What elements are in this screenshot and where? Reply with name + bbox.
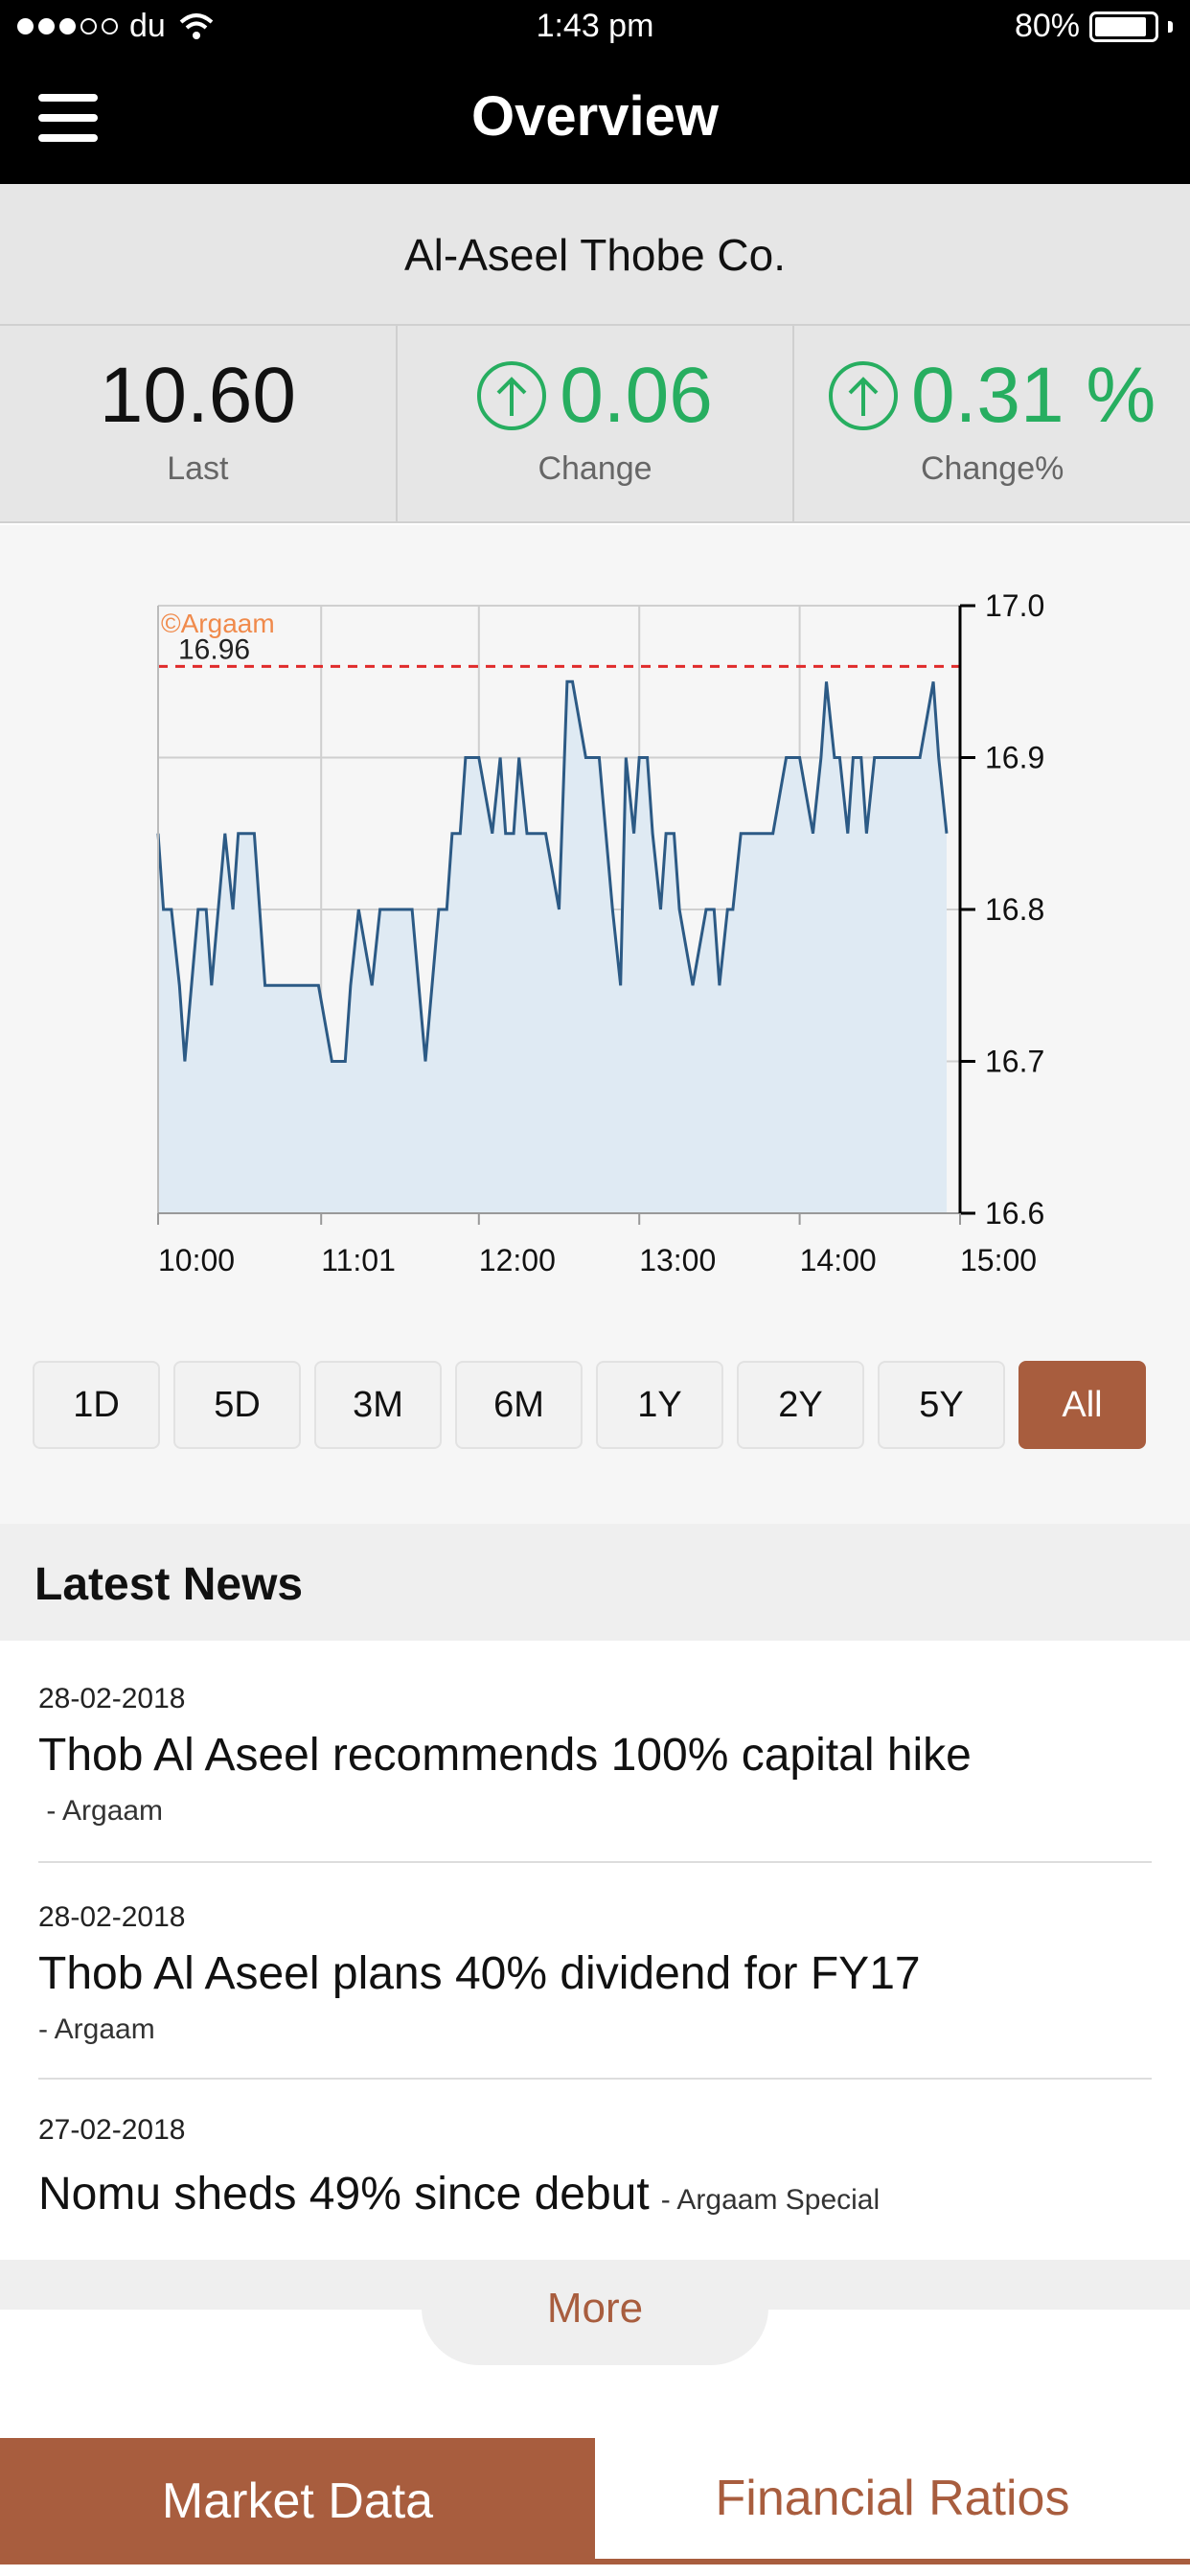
- news-source: - Argaam Special: [660, 2184, 881, 2216]
- page-title: Overview: [471, 85, 719, 148]
- status-left: du: [17, 8, 216, 45]
- x-tick-label: 11:01: [321, 1243, 396, 1277]
- more-button[interactable]: More: [422, 2260, 768, 2365]
- stat-last: 10.60 Last: [0, 326, 398, 521]
- x-tick-label: 14:00: [800, 1243, 877, 1277]
- arrow-up-icon: [477, 361, 547, 430]
- status-right: 80%: [1015, 8, 1173, 45]
- x-tick-label: 13:00: [639, 1243, 716, 1277]
- last-label: Last: [167, 450, 229, 487]
- news-headline[interactable]: Thob Al Aseel recommends 100% capital hi…: [38, 1730, 972, 1781]
- range-button-1y[interactable]: 1Y: [596, 1361, 723, 1449]
- change-label: Change: [538, 450, 652, 487]
- stat-change: 0.06 Change: [398, 326, 795, 521]
- y-tick-label: 16.6: [985, 1196, 1044, 1230]
- x-tick-label: 12:00: [479, 1243, 556, 1277]
- news-date: 27-02-2018: [38, 2114, 186, 2146]
- hamburger-menu-icon[interactable]: [38, 94, 98, 148]
- news-headline-row: Nomu sheds 49% since debut - Argaam Speci…: [38, 2168, 1152, 2220]
- status-bar: du 1:43 pm 80%: [0, 0, 1190, 58]
- change-percent-value: 0.31 %: [911, 352, 1156, 439]
- last-value: 10.60: [99, 352, 296, 439]
- range-button-all[interactable]: All: [1018, 1361, 1146, 1449]
- news-header: Latest News: [0, 1524, 1190, 1641]
- news-date: 28-02-2018: [38, 1901, 186, 1933]
- range-button-6m[interactable]: 6M: [455, 1361, 583, 1449]
- range-button-5y[interactable]: 5Y: [878, 1361, 1005, 1449]
- news-item[interactable]: 28-02-2018 Thob Al Aseel recommends 100%…: [38, 1641, 1152, 1863]
- nav-bar: Overview: [0, 58, 1190, 184]
- change-percent-label: Change%: [921, 450, 1064, 487]
- range-button-5d[interactable]: 5D: [173, 1361, 301, 1449]
- news-headline[interactable]: Thob Al Aseel plans 40% dividend for FY1…: [38, 1948, 921, 1999]
- y-tick-label: 16.7: [985, 1045, 1044, 1079]
- signal-strength-icon: [17, 18, 118, 34]
- reference-line-label: 16.96: [178, 633, 250, 665]
- y-tick-label: 16.8: [985, 892, 1044, 927]
- battery-icon: [1089, 11, 1158, 42]
- chart-watermark: ©Argaam: [161, 609, 275, 638]
- news-item[interactable]: 27-02-2018 Nomu sheds 49% since debut - A…: [38, 2080, 1152, 2260]
- range-button-3m[interactable]: 3M: [314, 1361, 442, 1449]
- news-item[interactable]: 28-02-2018 Thob Al Aseel plans 40% divid…: [38, 1863, 1152, 2080]
- range-button-2y[interactable]: 2Y: [737, 1361, 864, 1449]
- news-source: - Argaam: [38, 2013, 155, 2045]
- news-source: - Argaam: [38, 1795, 164, 1827]
- wifi-icon: [179, 12, 214, 39]
- range-button-1d[interactable]: 1D: [33, 1361, 160, 1449]
- news-date: 28-02-2018: [38, 1683, 186, 1714]
- stats-row: 10.60 Last 0.06 Change 0.31 % Change%: [0, 326, 1190, 523]
- battery-tip: [1168, 20, 1173, 33]
- news-section-title: Latest News: [34, 1559, 304, 1610]
- y-tick-label: 16.9: [985, 741, 1044, 775]
- status-time: 1:43 pm: [536, 8, 654, 44]
- chart-area-fill: [158, 681, 948, 1213]
- chart-section: 16.96 ©Argaam 17.0 16.9 16.8 16.7 16.6 10:00 11:…: [0, 525, 1190, 1524]
- arrow-up-icon: [829, 361, 899, 430]
- battery-percent: 80%: [1014, 8, 1080, 44]
- news-headline[interactable]: Nomu sheds 49% since debut: [38, 2169, 650, 2220]
- company-name: Al-Aseel Thobe Co.: [0, 184, 1190, 326]
- change-value: 0.06: [560, 352, 713, 439]
- stat-change-percent: 0.31 % Change%: [794, 326, 1190, 521]
- chart-series-line: [156, 679, 949, 1063]
- news-list: 28-02-2018 Thob Al Aseel recommends 100%…: [0, 1641, 1190, 2260]
- y-tick-label: 17.0: [985, 588, 1044, 623]
- range-selector: 1D 5D 3M 6M 1Y 2Y 5Y All: [33, 1361, 1146, 1449]
- change-percent-row: 0.31 %: [794, 353, 1190, 439]
- tab-market-data[interactable]: Market Data: [0, 2438, 595, 2564]
- tab-financial-ratios[interactable]: Financial Ratios: [595, 2438, 1190, 2564]
- carrier-label: du: [129, 8, 166, 44]
- x-tick-label: 15:00: [960, 1243, 1037, 1277]
- price-chart[interactable]: 16.96©Argaam 17.0 16.9 16.8 16.7 16.6 10:00 11:…: [0, 525, 1190, 1330]
- change-value-row: 0.06: [398, 353, 793, 439]
- bottom-tabs: Market Data Financial Ratios: [0, 2438, 1190, 2564]
- x-tick-label: 10:00: [158, 1243, 235, 1277]
